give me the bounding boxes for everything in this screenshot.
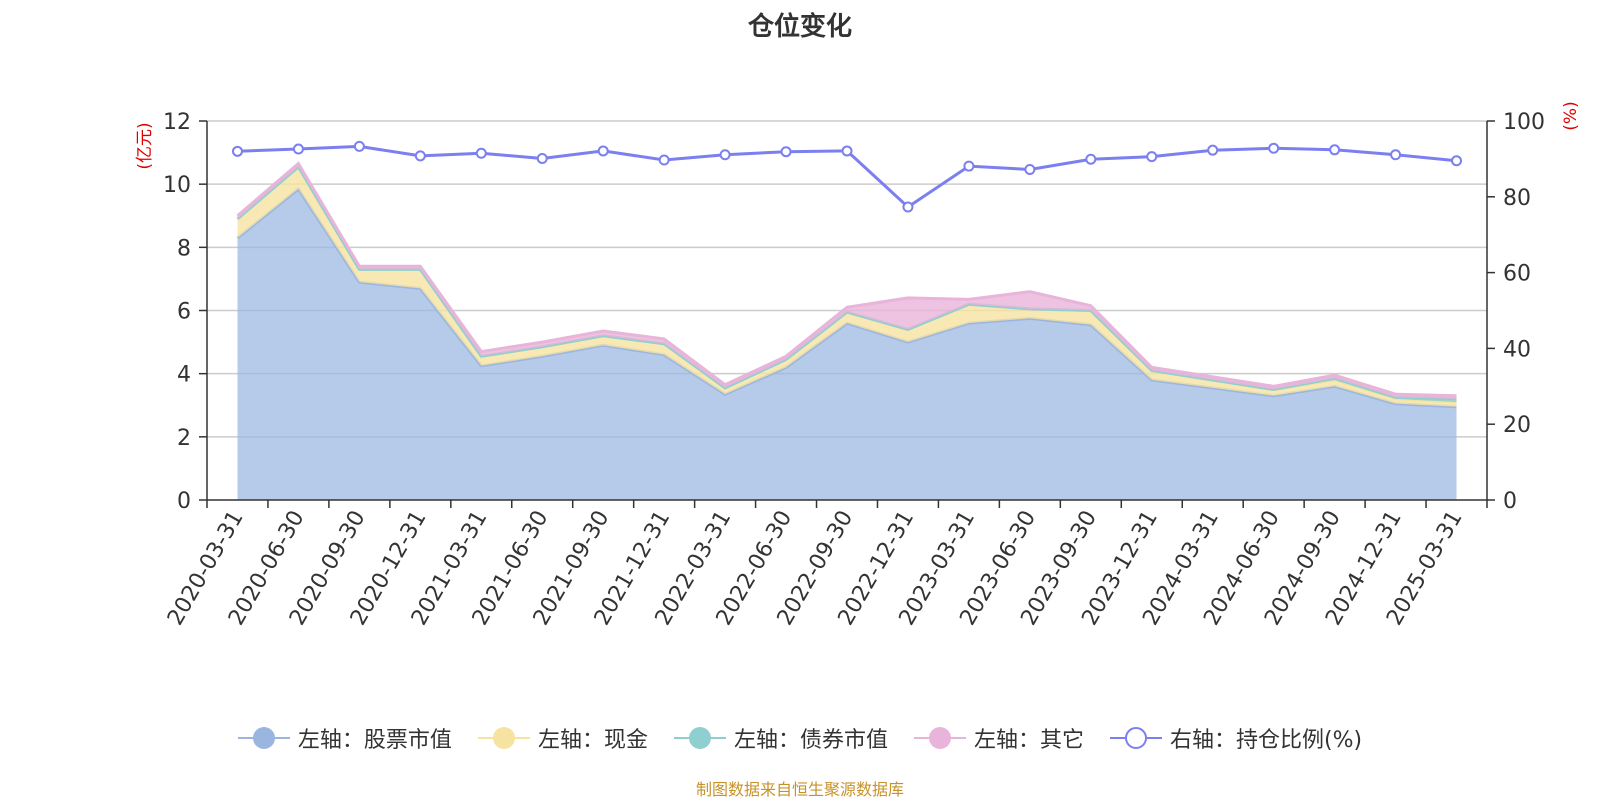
legend-label: 左轴：现金 <box>537 728 648 753</box>
ratio-point <box>231 145 243 157</box>
right-tick-label: 60 <box>1503 262 1531 287</box>
source-note: 制图数据来自恒生聚源数据库 <box>695 780 904 799</box>
legend-label: 左轴：债券市值 <box>733 728 888 753</box>
ratio-point <box>1390 149 1402 161</box>
ratio-point <box>1329 144 1341 156</box>
ratio-point <box>780 146 792 158</box>
legend-item-ratio[interactable]: 右轴：持仓比例(%) <box>1109 722 1363 754</box>
legend-ratio-icon <box>1109 726 1162 750</box>
ratio-point <box>658 154 670 166</box>
ratio-point <box>536 153 548 165</box>
legend-item-cash[interactable]: 左轴：现金 <box>477 722 648 754</box>
ratio-point <box>414 150 426 162</box>
right-tick-label: 0 <box>1503 489 1517 514</box>
ratio-point <box>902 201 914 213</box>
legend-bond-icon <box>673 726 726 750</box>
area-top-line-3 <box>236 161 1457 398</box>
ratio-line <box>231 140 1463 213</box>
legend: 左轴：股票市值 左轴：现金 左轴：债券市值 左轴：其它 右轴：持仓比例(%) <box>0 722 1600 754</box>
ratio-point <box>597 145 609 157</box>
ratio-point <box>353 140 365 152</box>
right-tick-label: 20 <box>1503 413 1531 438</box>
right-tick-label: 100 <box>1503 110 1545 135</box>
ratio-point <box>475 147 487 159</box>
ratio-point <box>1207 144 1219 156</box>
left-tick-label: 2 <box>177 426 191 451</box>
left-tick-label: 10 <box>163 173 191 198</box>
stacked-areas <box>236 161 1457 500</box>
ratio-point <box>719 149 731 161</box>
legend-item-bond[interactable]: 左轴：债券市值 <box>673 722 888 754</box>
ratio-point <box>841 145 853 157</box>
legend-label: 右轴：持仓比例(%) <box>1169 728 1363 753</box>
left-tick-label: 0 <box>177 489 191 514</box>
legend-label: 左轴：股票市值 <box>297 728 452 753</box>
ratio-point <box>963 160 975 172</box>
right-tick-label: 80 <box>1503 186 1531 211</box>
ratio-point <box>1085 153 1097 165</box>
legend-stock-icon <box>237 726 290 750</box>
left-tick-label: 4 <box>177 363 191 388</box>
chart-title: 仓位变化 <box>747 12 852 42</box>
ratio-point <box>1268 142 1280 154</box>
ratio-point <box>292 143 304 155</box>
left-tick-label: 12 <box>163 110 191 135</box>
legend-item-other[interactable]: 左轴：其它 <box>913 722 1084 754</box>
left-tick-label: 6 <box>177 300 191 325</box>
left-axis-label: (亿元) <box>135 122 155 169</box>
right-tick-label: 40 <box>1503 337 1531 362</box>
legend-other-icon <box>913 726 966 750</box>
ratio-point <box>1146 151 1158 163</box>
legend-item-stock[interactable]: 左轴：股票市值 <box>237 722 452 754</box>
legend-label: 左轴：其它 <box>973 728 1084 753</box>
right-axis-label: (%) <box>1561 101 1581 130</box>
legend-cash-icon <box>477 726 530 750</box>
left-tick-label: 8 <box>177 236 191 261</box>
ratio-point <box>1451 155 1463 167</box>
ratio-point <box>1024 164 1036 176</box>
area-0 <box>237 188 1457 500</box>
